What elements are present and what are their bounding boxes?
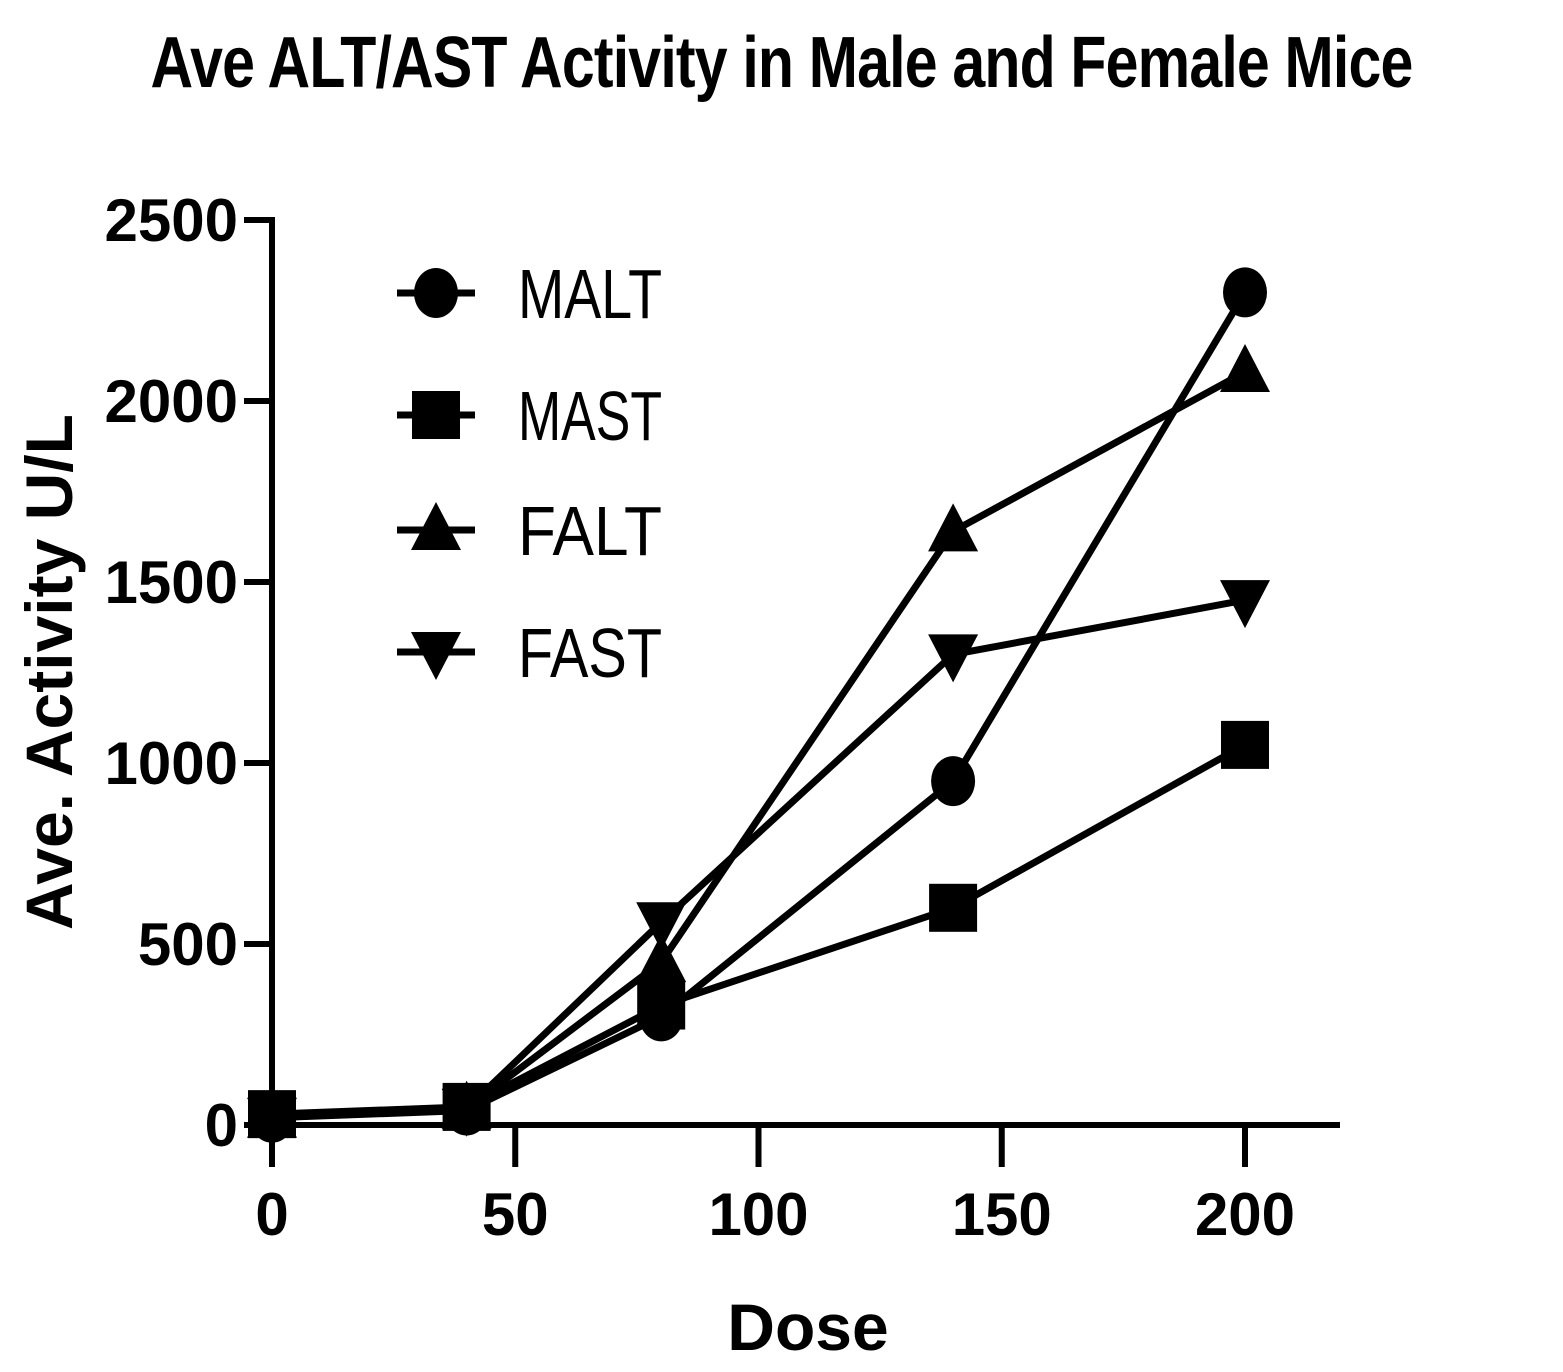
- x-axis-ticks: 0 50 100 150 200: [255, 1125, 1295, 1248]
- x-axis-label: Dose: [727, 1290, 888, 1364]
- y-axis-ticks: 0 500 1000 1500 2000 2500: [105, 187, 272, 1159]
- data-point-fast: [636, 902, 687, 951]
- y-tick-label: 1000: [105, 730, 238, 797]
- y-axis-label: Ave. Activity U/L: [12, 414, 86, 930]
- legend-label-mast: MAST: [518, 377, 662, 455]
- y-tick-label: 500: [138, 911, 238, 978]
- legend-label-falt: FALT: [518, 492, 662, 570]
- data-point-malt: [1223, 267, 1267, 318]
- data-point-fast: [441, 1088, 492, 1137]
- data-point-falt: [928, 503, 979, 552]
- legend-marker-mast: [412, 391, 460, 439]
- data-point-fast: [1220, 580, 1270, 629]
- x-tick-label: 0: [255, 1181, 288, 1248]
- data-point-falt: [1220, 344, 1270, 393]
- series-line-fast: [271, 596, 1246, 1122]
- x-tick-label: 200: [1195, 1181, 1295, 1248]
- x-tick-label: 100: [708, 1181, 808, 1248]
- y-tick-label: 0: [205, 1092, 238, 1159]
- x-tick-label: 50: [482, 1181, 549, 1248]
- data-point-fast: [247, 1097, 297, 1146]
- data-point-malt: [931, 756, 976, 807]
- legend-marker-falt: [411, 502, 461, 550]
- data-point-falt: [636, 934, 687, 983]
- x-tick-label: 150: [952, 1181, 1052, 1248]
- y-tick-label: 2500: [105, 187, 238, 254]
- data-point-mast: [637, 981, 686, 1030]
- series-markers: [247, 267, 1270, 1146]
- legend-marker-fast: [411, 632, 461, 680]
- legend-label-malt: MALT: [518, 255, 662, 333]
- data-point-fast: [928, 634, 979, 683]
- legend-label-fast: FAST: [518, 614, 662, 692]
- data-point-mast: [929, 883, 978, 932]
- data-point-mast: [1221, 720, 1269, 769]
- series-line-falt: [271, 368, 1247, 1122]
- y-tick-label: 2000: [105, 368, 238, 435]
- series-line-mast: [271, 741, 1247, 1118]
- y-tick-label: 1500: [105, 549, 238, 616]
- legend: MALT MAST FALT FAST: [397, 255, 662, 692]
- chart-title: Ave ALT/AST Activity in Male and Female …: [150, 23, 1413, 103]
- legend-marker-malt: [414, 268, 458, 318]
